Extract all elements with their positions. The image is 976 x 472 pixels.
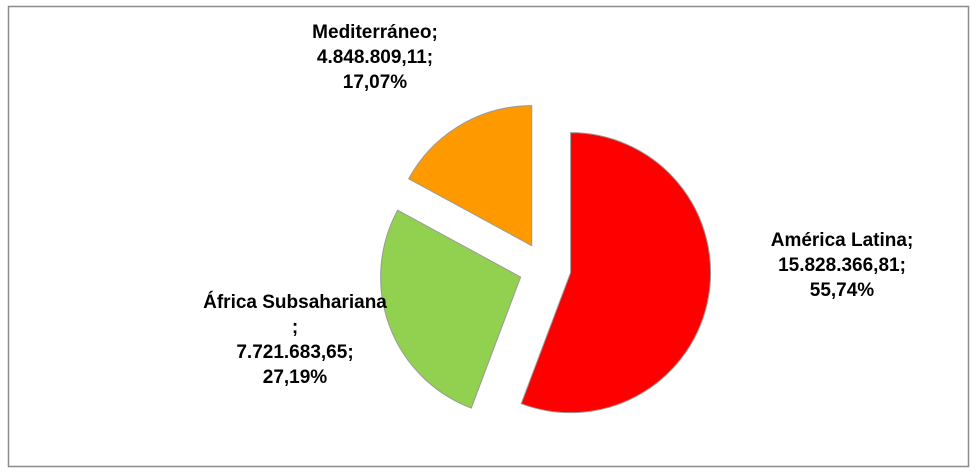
label-line: Mediterráneo;: [270, 20, 480, 45]
category-label: Mediterráneo: [312, 22, 432, 43]
pie-slice: [520, 132, 712, 414]
value-label: 7.721.683,65: [236, 342, 348, 363]
percent-label: 27,19%: [262, 367, 328, 388]
data-label: Mediterráneo; 4.848.809,11; 17,07%: [270, 20, 480, 95]
pie-slice: [380, 209, 522, 409]
category-label: América Latina: [770, 230, 907, 251]
data-label: África Subsahariana; 7.721.683,65; 27,19%: [200, 290, 390, 390]
label-line: 7.721.683,65;: [200, 340, 390, 365]
value-label: 15.828.366,81: [778, 255, 900, 276]
label-line: 15.828.366,81;: [742, 253, 942, 278]
label-line: América Latina;: [742, 228, 942, 253]
separator: ;: [291, 317, 299, 338]
category-label: África Subsahariana: [203, 292, 387, 313]
label-line: 27,19%: [200, 365, 390, 390]
separator: ;: [906, 230, 914, 251]
value-label: 4.848.809,11: [316, 47, 427, 68]
label-line: 4.848.809,11;: [270, 45, 480, 70]
pie-slice: [408, 105, 533, 247]
label-line: 55,74%: [742, 278, 942, 303]
label-line: África Subsahariana;: [200, 290, 390, 340]
chart-frame: [7, 5, 970, 468]
separator: ;: [899, 255, 906, 276]
separator: ;: [426, 47, 434, 68]
percent-label: 55,74%: [809, 280, 875, 301]
separator: ;: [347, 342, 354, 363]
percent-label: 17,07%: [342, 72, 408, 93]
data-label: América Latina; 15.828.366,81; 55,74%: [742, 228, 942, 303]
label-line: 17,07%: [270, 70, 480, 95]
separator: ;: [431, 22, 438, 43]
